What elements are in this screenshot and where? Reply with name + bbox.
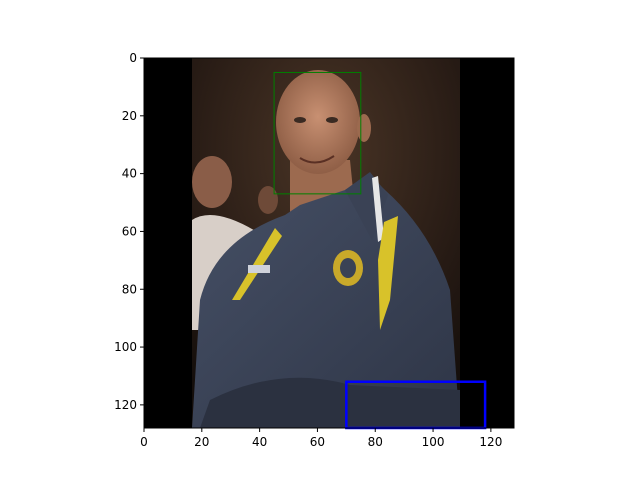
x-tick-label: 80 (368, 435, 383, 449)
jacket-stripe-white (372, 176, 384, 242)
y-tick-label: 20 (122, 109, 137, 123)
x-tick-label: 120 (479, 435, 502, 449)
jacket-emblem (333, 250, 363, 286)
eye-left (294, 117, 306, 123)
y-tick-label: 0 (129, 51, 137, 65)
x-tick-label: 60 (310, 435, 325, 449)
face-box (273, 71, 362, 195)
x-tick-label: 0 (140, 435, 148, 449)
y-tick-label: 80 (122, 282, 137, 296)
photo (144, 58, 514, 428)
y-axis: 0 20 40 60 80 100 120 (114, 51, 144, 412)
ear (357, 114, 371, 142)
jacket-logo (248, 265, 270, 273)
background-person-face (192, 156, 232, 208)
jacket-stripe-yellow (378, 216, 398, 330)
arm (200, 377, 460, 428)
y-tick-label: 100 (114, 340, 137, 354)
x-axis: 0 20 40 60 80 100 120 (140, 428, 502, 449)
jacket-stripe-yellow (232, 228, 282, 300)
y-tick-label: 40 (122, 167, 137, 181)
x-tick-label: 20 (194, 435, 209, 449)
background-person-face (258, 186, 278, 214)
eye-right (326, 117, 338, 123)
y-tick-label: 120 (114, 398, 137, 412)
x-tick-label: 40 (252, 435, 267, 449)
x-tick-label: 100 (422, 435, 445, 449)
face (276, 70, 360, 174)
axes-frame (143, 57, 515, 429)
mouth (299, 155, 335, 164)
y-tick-label: 60 (122, 224, 137, 238)
